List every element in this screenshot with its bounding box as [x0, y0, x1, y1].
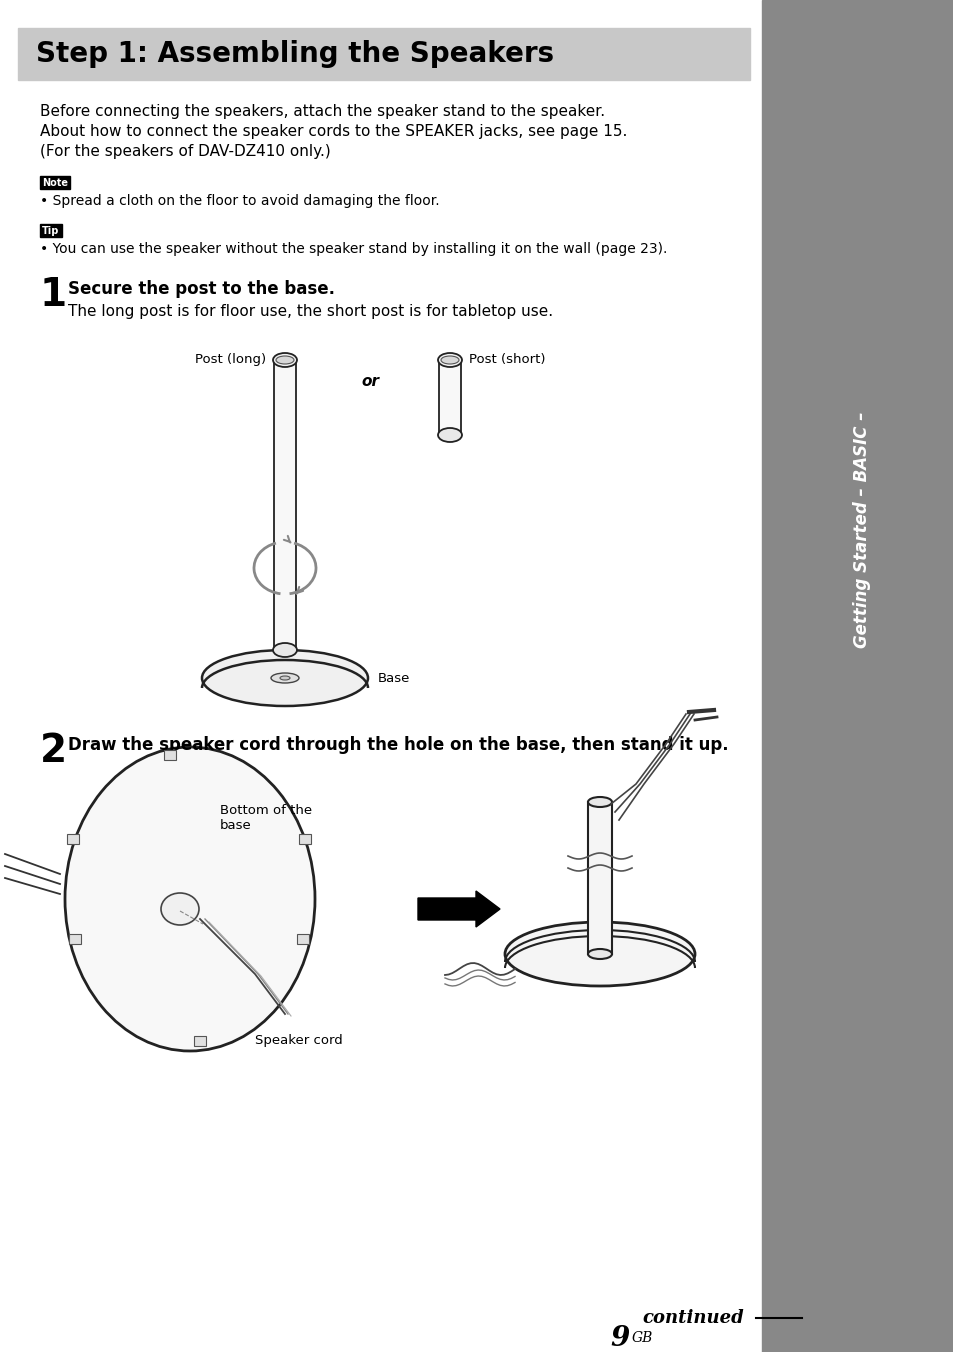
- Text: GB: GB: [631, 1330, 653, 1345]
- Ellipse shape: [202, 650, 368, 706]
- Text: Post (long): Post (long): [194, 353, 266, 366]
- Bar: [193, 1036, 206, 1046]
- Bar: [67, 834, 79, 844]
- Text: Secure the post to the base.: Secure the post to the base.: [68, 280, 335, 297]
- Text: Draw the speaker cord through the hole on the base, then stand it up.: Draw the speaker cord through the hole o…: [68, 735, 728, 754]
- Ellipse shape: [587, 949, 612, 959]
- FancyBboxPatch shape: [40, 224, 62, 237]
- Ellipse shape: [273, 353, 296, 366]
- Bar: [274, 360, 295, 650]
- Text: continued: continued: [641, 1309, 743, 1328]
- Text: • Spread a cloth on the floor to avoid damaging the floor.: • Spread a cloth on the floor to avoid d…: [40, 193, 439, 208]
- Text: Step 1: Assembling the Speakers: Step 1: Assembling the Speakers: [36, 41, 554, 68]
- Ellipse shape: [437, 353, 461, 366]
- Bar: [164, 750, 175, 760]
- Bar: [298, 834, 311, 844]
- Text: Bottom of the
base: Bottom of the base: [220, 804, 312, 831]
- Text: 1: 1: [40, 276, 67, 314]
- Bar: [761, 0, 953, 1352]
- Ellipse shape: [273, 644, 296, 657]
- Ellipse shape: [587, 796, 612, 807]
- Ellipse shape: [65, 748, 314, 1051]
- FancyBboxPatch shape: [40, 176, 70, 189]
- Ellipse shape: [271, 673, 298, 683]
- Bar: [438, 360, 460, 435]
- Text: Note: Note: [42, 177, 68, 188]
- Text: About how to connect the speaker cords to the SPEAKER jacks, see page 15.: About how to connect the speaker cords t…: [40, 124, 627, 139]
- Bar: [296, 934, 309, 944]
- Text: Before connecting the speakers, attach the speaker stand to the speaker.: Before connecting the speakers, attach t…: [40, 104, 604, 119]
- Text: Speaker cord: Speaker cord: [254, 1034, 342, 1046]
- Ellipse shape: [437, 429, 461, 442]
- FancyArrow shape: [417, 891, 499, 927]
- Bar: [69, 934, 81, 944]
- Text: Post (short): Post (short): [469, 353, 545, 366]
- Text: • You can use the speaker without the speaker stand by installing it on the wall: • You can use the speaker without the sp…: [40, 242, 667, 256]
- Bar: [18, 28, 749, 80]
- Text: Base: Base: [377, 672, 410, 684]
- Ellipse shape: [280, 676, 290, 680]
- Text: (For the speakers of DAV-DZ410 only.): (For the speakers of DAV-DZ410 only.): [40, 145, 331, 160]
- Text: The long post is for floor use, the short post is for tabletop use.: The long post is for floor use, the shor…: [68, 304, 553, 319]
- Text: 2: 2: [40, 731, 67, 771]
- Text: Getting Started – BASIC –: Getting Started – BASIC –: [852, 412, 870, 649]
- Text: Tip: Tip: [42, 226, 60, 235]
- Text: 9: 9: [610, 1325, 629, 1352]
- Bar: [587, 802, 612, 955]
- Ellipse shape: [504, 922, 695, 986]
- Ellipse shape: [161, 894, 199, 925]
- Ellipse shape: [275, 356, 294, 364]
- Text: or: or: [360, 375, 378, 389]
- Ellipse shape: [440, 356, 458, 364]
